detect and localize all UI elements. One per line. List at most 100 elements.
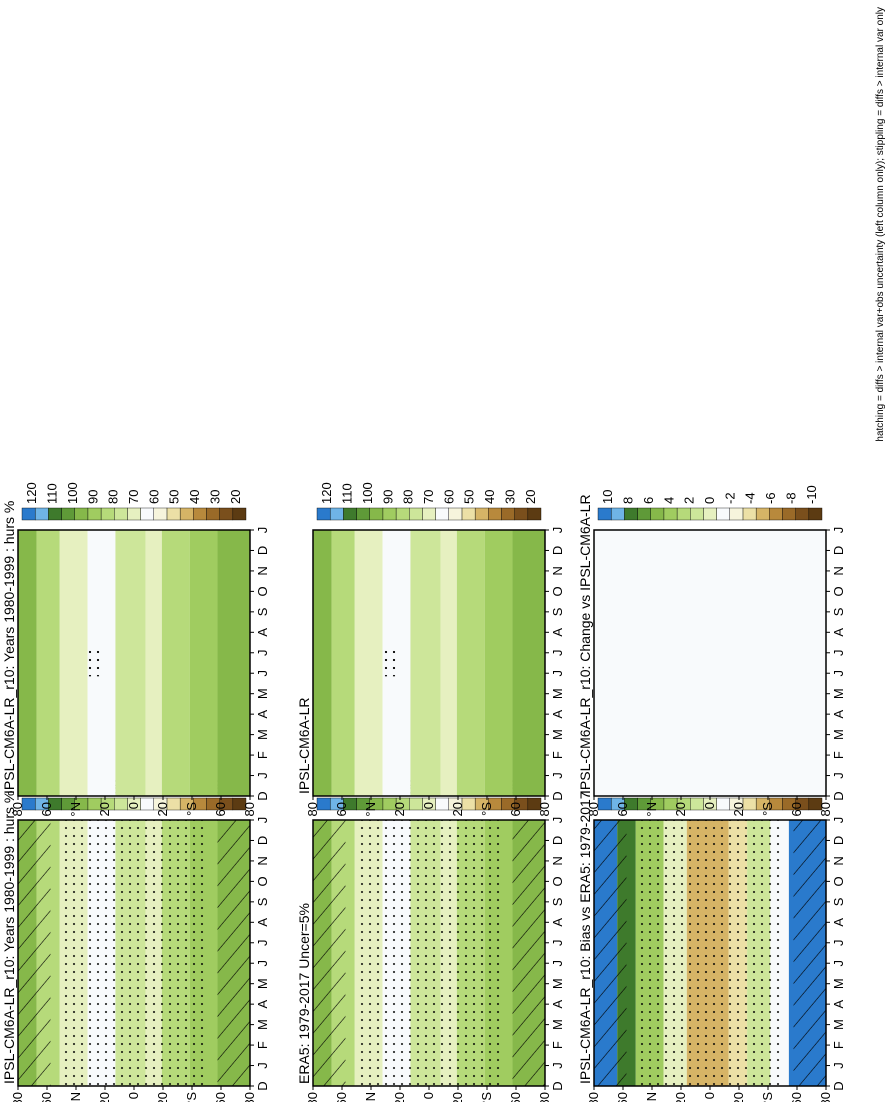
colorbar-swatch xyxy=(716,797,730,811)
colorbar-label: 30 xyxy=(502,490,517,504)
field-band xyxy=(410,530,441,796)
field-band xyxy=(484,530,513,796)
colorbar-swatch xyxy=(219,507,234,521)
field-band xyxy=(36,530,60,796)
month-label: M xyxy=(831,688,846,699)
field-band xyxy=(18,530,37,796)
colorbar-swatch xyxy=(474,507,489,521)
lat-label: 20 xyxy=(97,1092,112,1102)
month-label: J xyxy=(550,1062,565,1069)
field-band xyxy=(331,530,355,796)
month-label: J xyxy=(550,817,565,824)
hatching-north xyxy=(594,820,627,1086)
colorbar-swatch xyxy=(527,507,542,521)
colorbar-swatch xyxy=(729,507,744,521)
colorbar-label: 0 xyxy=(702,497,717,504)
lat-label: °S xyxy=(479,802,494,816)
field-band xyxy=(189,530,218,796)
month-label: J xyxy=(550,670,565,677)
colorbar-label: 6 xyxy=(641,497,656,504)
colorbar-swatch xyxy=(34,507,49,521)
lat-label: 0 xyxy=(126,802,141,809)
panel-obs: ERA5: 1979-2017 Uncer=5%DJFMAMJJASONDJ80… xyxy=(296,772,565,1102)
colorbar-label: 2 xyxy=(682,497,697,504)
month-label: N xyxy=(255,856,270,865)
colorbar-swatch xyxy=(755,507,770,521)
lat-label: 60 xyxy=(213,1092,228,1102)
lat-label: °N xyxy=(68,802,83,817)
stippling xyxy=(87,646,102,677)
month-label: A xyxy=(255,918,270,927)
month-label: J xyxy=(550,940,565,947)
lat-label: 20 xyxy=(155,802,170,816)
colorbar-swatch xyxy=(166,507,181,521)
month-label: D xyxy=(255,791,270,800)
lat-label: 60 xyxy=(508,802,523,816)
lat-label: 60 xyxy=(789,1092,804,1102)
month-label: A xyxy=(255,628,270,637)
lat-label: °N xyxy=(644,1092,659,1102)
month-label: J xyxy=(550,772,565,779)
month-label: A xyxy=(831,628,846,637)
panel-title-bias: IPSL-CM6A-LR_r10: Bias vs ERA5: 1979-201… xyxy=(577,791,593,1084)
month-label: D xyxy=(831,546,846,555)
colorbar-swatch xyxy=(409,507,423,521)
colorbar-swatch xyxy=(193,507,207,521)
colorbar-swatch xyxy=(461,507,476,521)
hatching-south xyxy=(217,820,251,1086)
lat-label: °S xyxy=(760,1092,775,1102)
lat-label: 20 xyxy=(731,1092,746,1102)
colorbar-swatch xyxy=(703,507,717,521)
lat-label: 0 xyxy=(126,1092,141,1099)
colorbar-swatch xyxy=(127,507,141,521)
lat-label: 60 xyxy=(39,802,54,816)
month-label: F xyxy=(255,751,270,759)
panel-change: IPSL-CM6A-LR_r10: Change vs IPSL-CM6A-LR… xyxy=(577,485,846,816)
month-label: M xyxy=(550,1019,565,1030)
lat-label: 20 xyxy=(731,802,746,816)
month-label: F xyxy=(255,1041,270,1049)
lat-label: 80 xyxy=(586,1092,601,1102)
hatching-south xyxy=(793,820,827,1086)
colorbar-swatch xyxy=(597,797,612,811)
lat-label: 60 xyxy=(39,1092,54,1102)
month-label: M xyxy=(255,1019,270,1030)
colorbar-swatch xyxy=(624,507,638,521)
panel-title-change: IPSL-CM6A-LR_r10: Change vs IPSL-CM6A-LR xyxy=(577,494,593,794)
month-label: A xyxy=(255,709,270,718)
colorbar-swatch xyxy=(676,507,691,521)
month-label: N xyxy=(255,566,270,575)
lat-label: 20 xyxy=(450,1092,465,1102)
month-label: J xyxy=(831,960,846,967)
colorbar-swatch xyxy=(435,507,449,521)
colorbar-swatch xyxy=(153,507,168,521)
month-label: M xyxy=(550,978,565,989)
colorbar-swatch xyxy=(637,507,651,521)
lat-label: 0 xyxy=(702,1092,717,1099)
month-label: S xyxy=(831,897,846,906)
month-label: J xyxy=(550,960,565,967)
month-label: J xyxy=(831,670,846,677)
colorbar-label: 70 xyxy=(421,490,436,504)
colorbar-label: 90 xyxy=(85,490,100,504)
colorbar-swatch xyxy=(206,507,220,521)
field-band xyxy=(59,530,88,796)
lat-label: 80 xyxy=(10,802,25,816)
month-label: A xyxy=(255,999,270,1008)
panel-model2: IPSL-CM6A-LR_r10: Years 1980-1999 : hurs… xyxy=(1,482,270,816)
hatching-north xyxy=(313,820,346,1086)
panel-title-model: IPSL-CM6A-LR_r10: Years 1980-1999 : hurs… xyxy=(1,791,17,1084)
lat-label: 80 xyxy=(818,1092,833,1102)
lat-label: 20 xyxy=(673,802,688,816)
colorbar-swatch xyxy=(597,507,612,521)
hatching-south xyxy=(512,820,546,1086)
month-label: J xyxy=(831,940,846,947)
month-label: A xyxy=(831,709,846,718)
month-label: M xyxy=(255,978,270,989)
colorbar-swatch xyxy=(48,507,62,521)
month-label: D xyxy=(255,836,270,845)
month-label: S xyxy=(550,607,565,616)
colorbar-swatch xyxy=(808,507,823,521)
month-label: F xyxy=(550,1041,565,1049)
